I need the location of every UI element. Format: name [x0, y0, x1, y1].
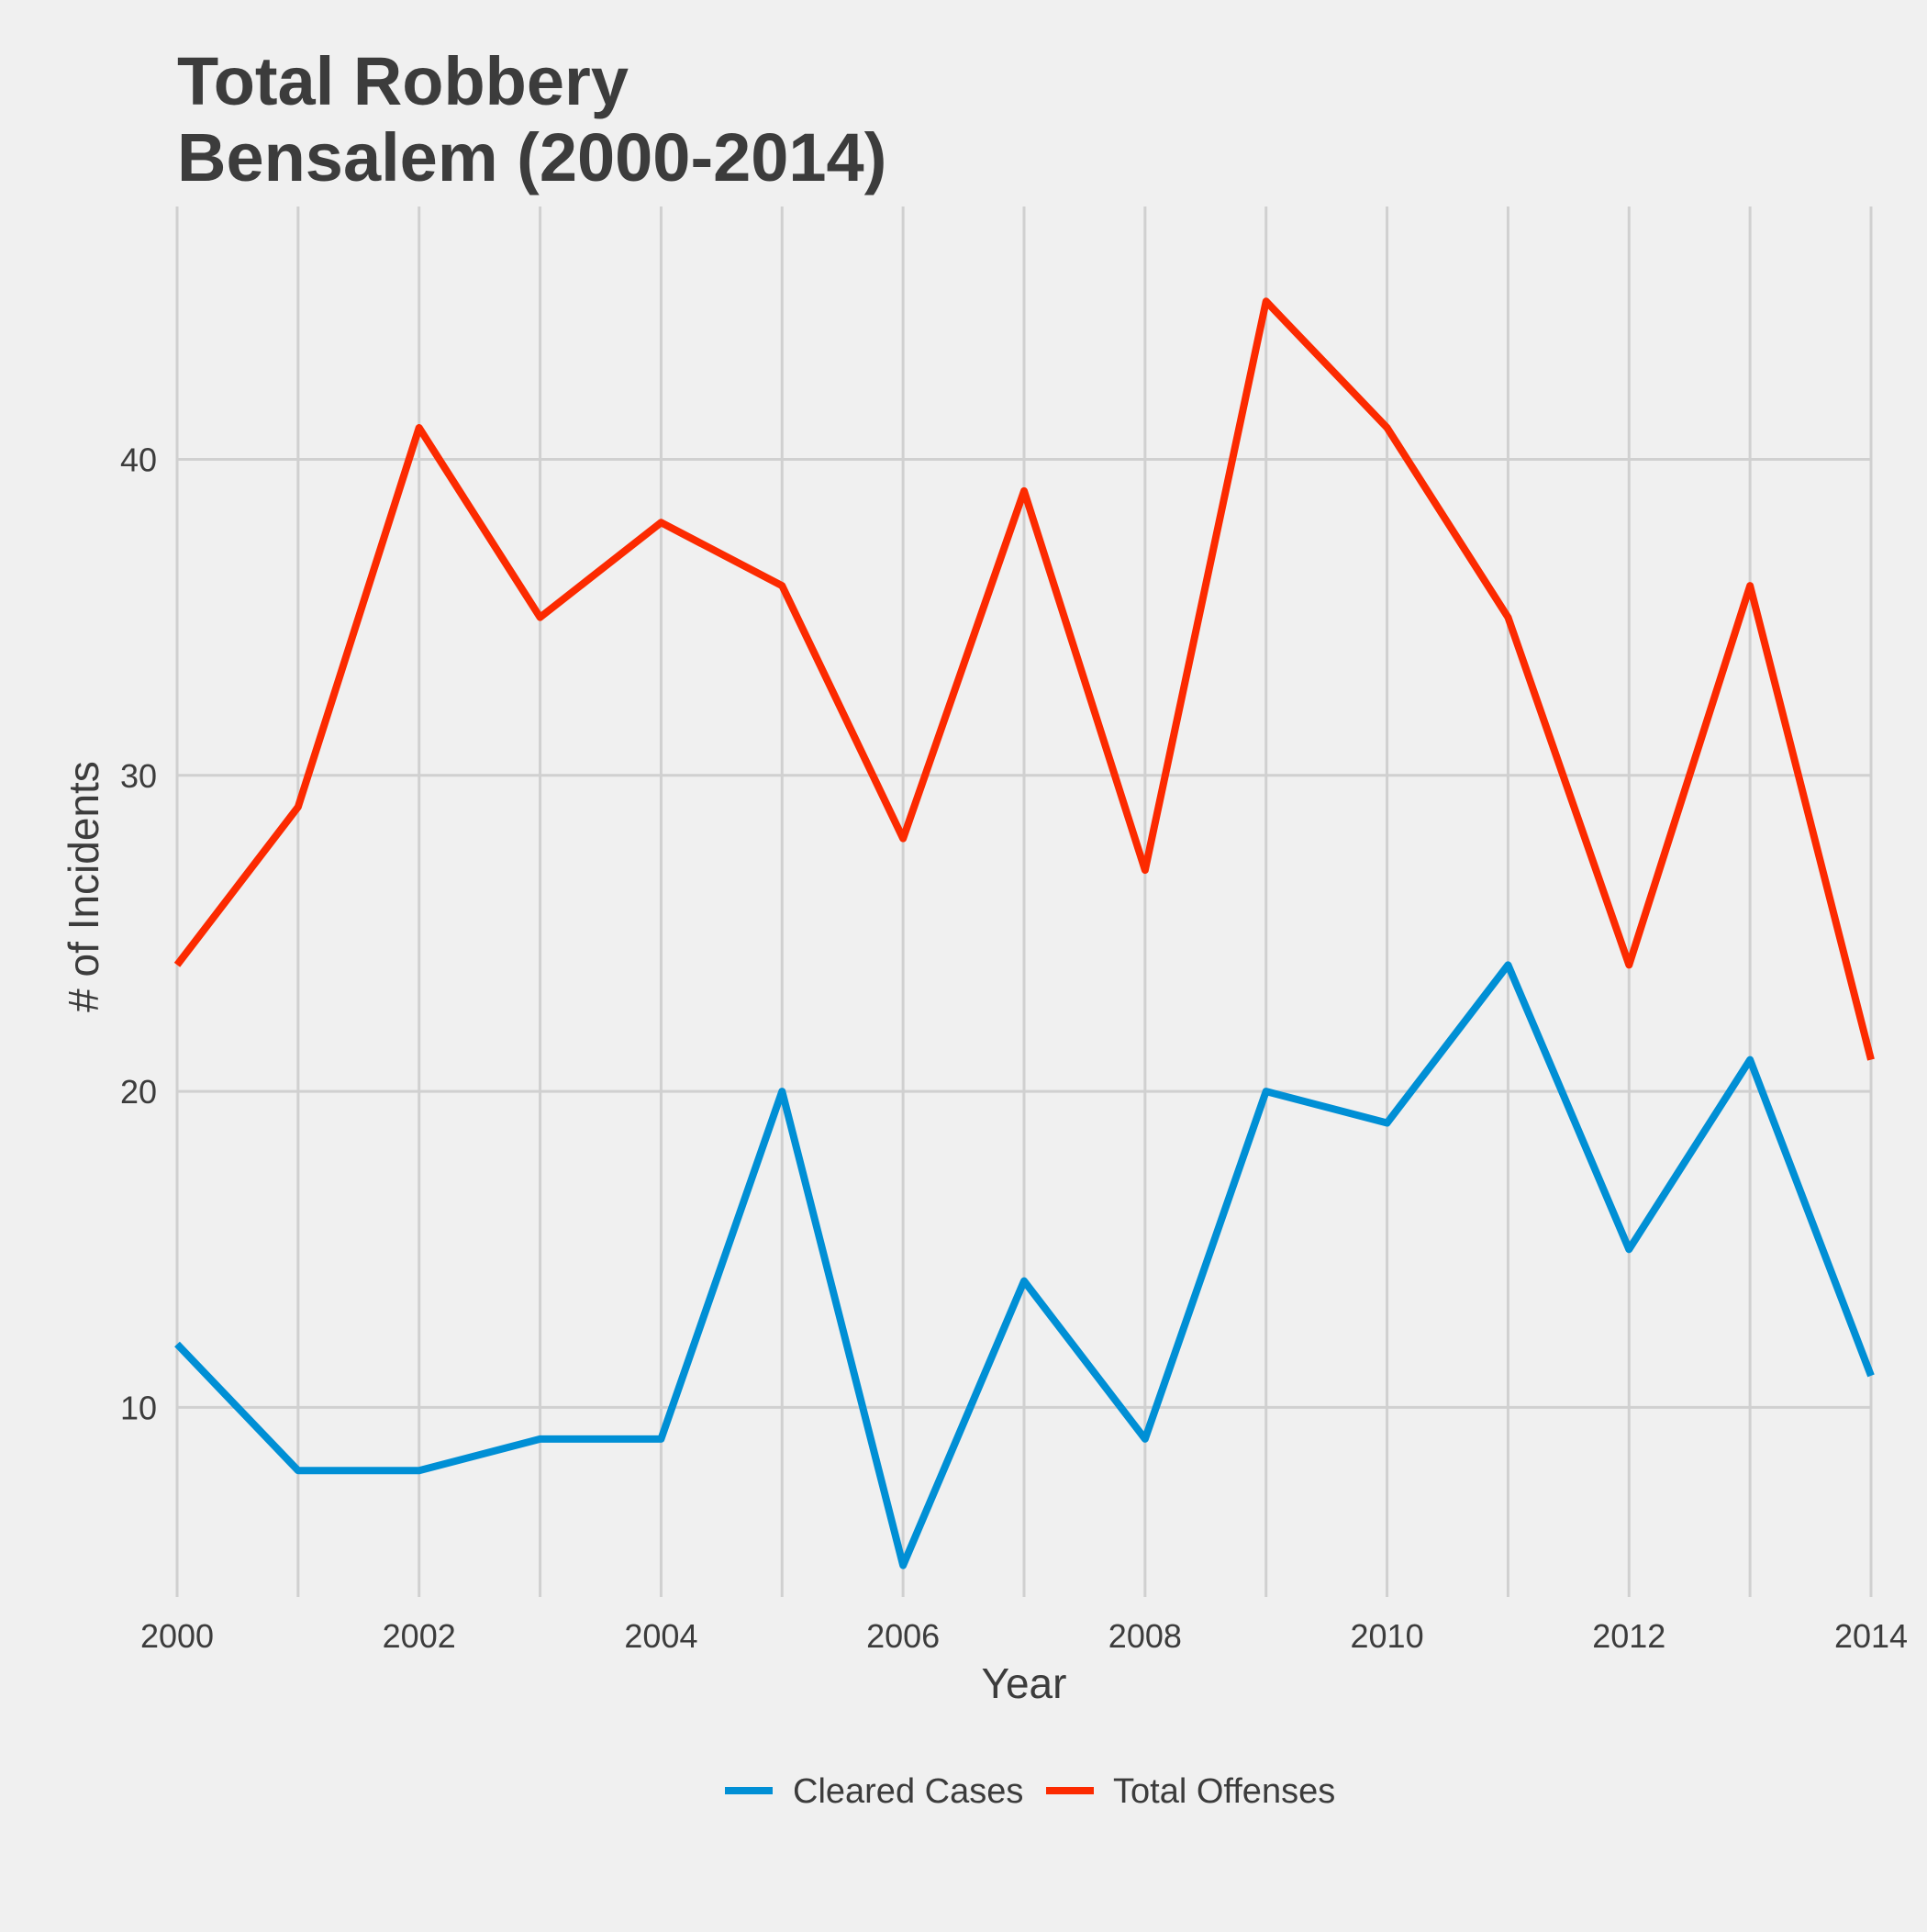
x-tick-label: 2008 — [1108, 1617, 1182, 1655]
chart-title-line-2: Bensalem (2000-2014) — [177, 119, 886, 195]
x-tick-label: 2006 — [866, 1617, 940, 1655]
x-tick-labels: 2000 2002 2004 2006 2008 2010 2012 2014 — [140, 1617, 1908, 1655]
y-gridlines — [177, 457, 1871, 1409]
series-line-cleared-cases — [174, 961, 1875, 1569]
x-tick-label: 2012 — [1592, 1617, 1665, 1655]
x-tick-label: 2014 — [1834, 1617, 1908, 1655]
y-tick-label: 10 — [120, 1389, 157, 1426]
legend-label-total-offenses: Total Offenses — [1113, 1772, 1335, 1811]
x-tick-label: 2010 — [1351, 1617, 1424, 1655]
y-tick-label: 30 — [120, 757, 157, 795]
series-line-total-offenses — [173, 297, 1875, 1061]
chart-title-line-1: Total Robbery — [177, 43, 629, 119]
y-tick-labels: 10 20 30 40 — [120, 441, 157, 1426]
series-lines — [173, 297, 1875, 1569]
y-tick-label: 20 — [120, 1073, 157, 1111]
legend-label-cleared-cases: Cleared Cases — [793, 1772, 1023, 1811]
x-tick-label: 2004 — [624, 1617, 697, 1655]
x-tick-label: 2002 — [383, 1617, 456, 1655]
y-axis-title: # of Incidents — [60, 761, 107, 1012]
x-tick-label: 2000 — [140, 1617, 214, 1655]
x-axis-title: Year — [982, 1659, 1067, 1707]
y-tick-label: 40 — [120, 441, 157, 478]
legend: Cleared Cases Total Offenses — [725, 1772, 1335, 1811]
